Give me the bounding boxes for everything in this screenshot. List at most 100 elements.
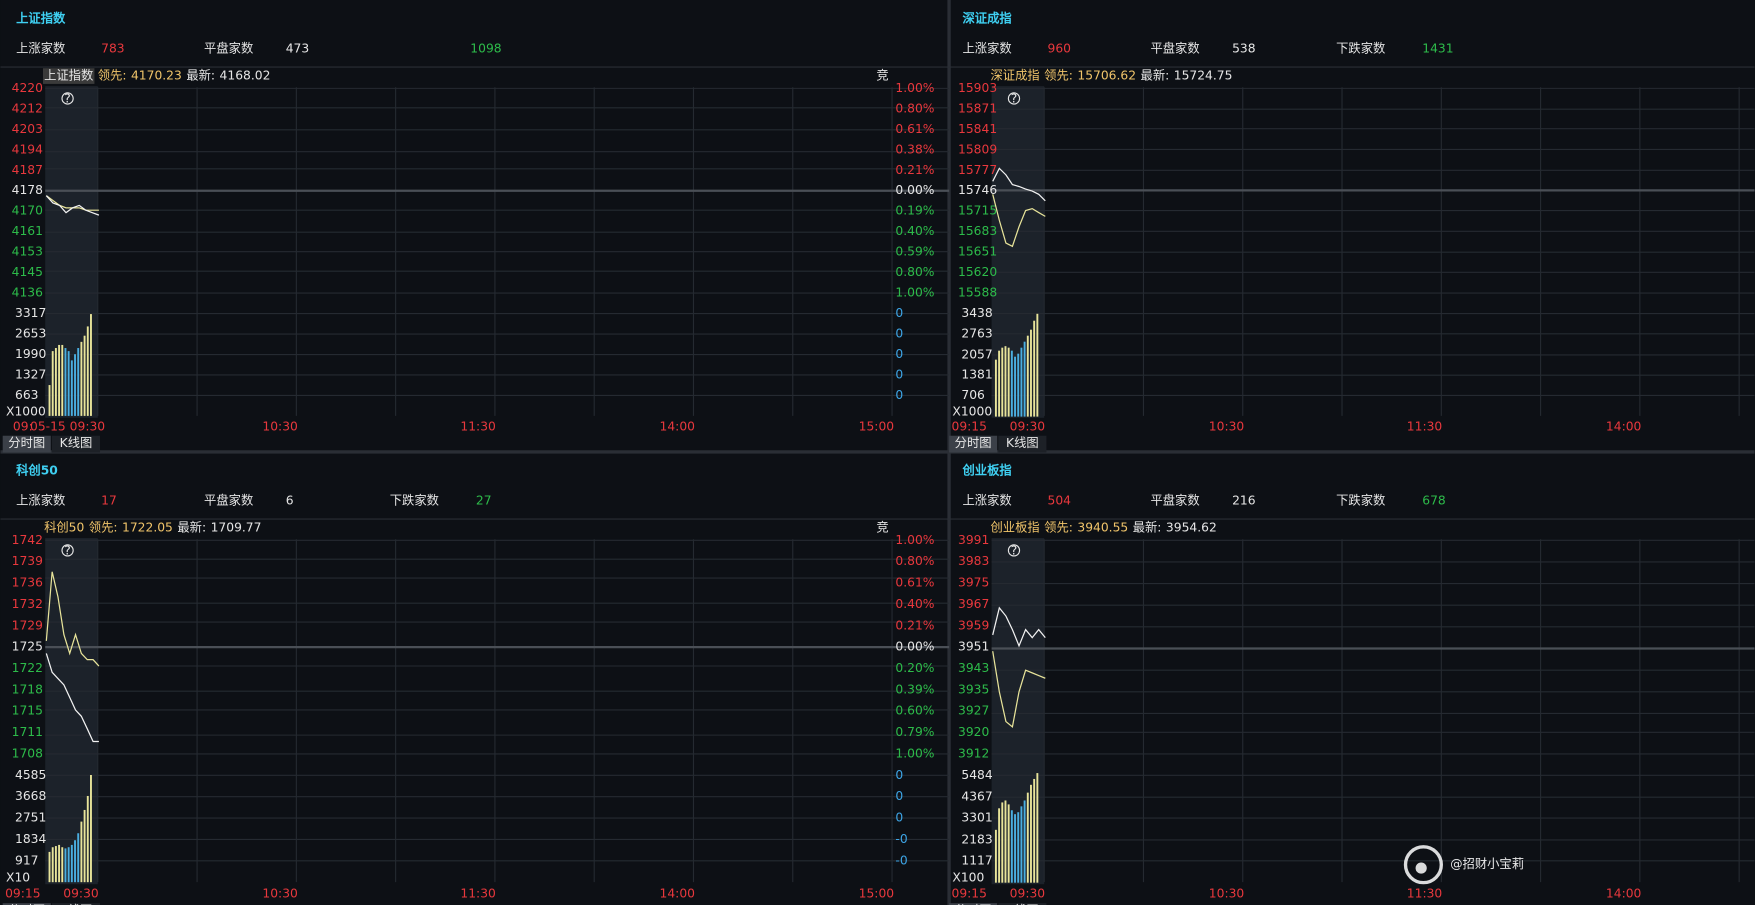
volume-bar [1001, 802, 1004, 883]
price-tick-label: 1715 [12, 704, 43, 718]
price-tick-label: 15871 [958, 101, 997, 115]
volume-bar [86, 795, 89, 883]
stat-label: 平盘家数 [1150, 493, 1199, 508]
pct-tick-label: 0.21% [895, 618, 934, 632]
vol-right-label: -0 [895, 832, 907, 846]
tab[interactable] [51, 903, 101, 905]
pct-tick-label: 0.00% [895, 183, 934, 197]
tab[interactable] [998, 435, 1047, 453]
tab[interactable] [998, 903, 1047, 905]
vol-unit: X1000 [952, 404, 992, 418]
stat-value: 1098 [470, 42, 501, 56]
pct-tick-label: 0.38% [895, 142, 934, 156]
time-label: 10:30 [262, 886, 297, 900]
vol-right-label: 0 [895, 388, 903, 402]
tab[interactable] [949, 903, 998, 905]
price-tick-label: 1736 [12, 576, 43, 590]
tab-label[interactable]: K线图 [60, 904, 93, 905]
panel-title: 深证成指 [963, 11, 1013, 26]
tab-label[interactable]: 分时图 [955, 904, 992, 905]
avg-line [992, 651, 1046, 729]
volume-bar [58, 344, 61, 416]
time-label: 14:00 [1606, 886, 1641, 900]
tab-label[interactable]: K线图 [1006, 436, 1039, 450]
info-lead: 15706.62 [1077, 69, 1136, 83]
volume-bar [70, 360, 73, 416]
volume-bar [998, 808, 1001, 883]
pct-tick-label: 0.61% [895, 576, 934, 590]
price-tick-label: 15683 [958, 224, 997, 238]
tab[interactable] [2, 903, 51, 905]
price-tick-label: 1722 [12, 661, 43, 675]
watermark-icon [1403, 845, 1443, 885]
vol-right-label: 0 [895, 327, 903, 341]
pct-tick-label: 1.00% [895, 286, 934, 300]
stat-value: 504 [1048, 494, 1072, 508]
info-lead-label: 领先: [1044, 69, 1073, 83]
tab-label[interactable]: 分时图 [8, 904, 45, 905]
info-name-box [42, 68, 95, 84]
volume-bar [1036, 313, 1039, 417]
volume-bar [77, 833, 80, 883]
price-tick-label: 15777 [958, 163, 997, 177]
tab-label[interactable]: K线图 [1006, 904, 1039, 905]
time-label: 11:30 [460, 886, 495, 900]
vol-tick-label: 2751 [15, 811, 46, 825]
vol-tick-label: 706 [961, 388, 985, 402]
volume-bar [80, 821, 83, 883]
volume-bar [1007, 347, 1010, 417]
price-tick-label: 4187 [12, 163, 43, 177]
volume-bar [64, 348, 67, 416]
stat-label: 下跌家数 [390, 493, 439, 508]
volume-bar [1033, 320, 1036, 417]
info-lead: 3940.55 [1077, 521, 1128, 535]
price-tick-label: 1732 [12, 597, 43, 611]
tab-label[interactable]: 分时图 [8, 436, 45, 450]
pct-tick-label: 0.60% [895, 704, 934, 718]
vol-tick-label: 1381 [961, 368, 992, 382]
avg-line [992, 194, 1046, 248]
vol-tick-label: 917 [15, 853, 38, 867]
price-tick-label: 15715 [958, 204, 997, 218]
help-icon[interactable] [61, 92, 74, 105]
pct-tick-label: 1.00% [895, 533, 934, 547]
volume-bar [1026, 792, 1029, 883]
time-label: 09: [13, 420, 33, 434]
tab-label[interactable]: 分时图 [955, 436, 992, 450]
info-name: 科创50 [44, 521, 84, 535]
price-tick-label: 15746 [958, 183, 997, 197]
vol-right-label: 0 [895, 811, 903, 825]
pct-tick-label: 0.80% [895, 265, 934, 279]
volume-bar [1007, 804, 1010, 883]
volume-bar [64, 848, 67, 883]
pct-tick-label: 0.80% [895, 554, 934, 568]
time-label: 14:00 [660, 886, 695, 900]
help-icon[interactable] [1007, 92, 1021, 105]
time-label: 10:30 [1209, 420, 1244, 434]
volume-bar [48, 851, 51, 883]
pct-tick-label: 0.00% [895, 640, 934, 654]
info-name: 深证成指 [990, 68, 1039, 83]
vol-tick-label: 3317 [15, 306, 46, 320]
pct-tick-label: 1.00% [895, 81, 934, 95]
pre-open-band [45, 538, 98, 885]
price-tick-label: 3920 [958, 725, 989, 739]
tab[interactable] [2, 435, 51, 453]
stat-label: 下跌家数 [1336, 493, 1385, 508]
help-icon[interactable] [61, 544, 74, 557]
price-tick-label: 3912 [958, 746, 989, 760]
price-line [45, 195, 100, 216]
volume-bar [83, 335, 86, 416]
price-tick-label: 3983 [958, 554, 989, 568]
tab[interactable] [949, 435, 998, 453]
vol-tick-label: 663 [15, 388, 38, 402]
tab[interactable] [51, 435, 101, 453]
volume-bar [48, 385, 51, 416]
price-line [45, 653, 99, 743]
panel-title: 上证指数 [16, 11, 66, 26]
stat-label: 上涨家数 [16, 493, 65, 508]
price-tick-label: 15809 [958, 142, 997, 156]
help-icon[interactable] [1007, 544, 1021, 557]
tab-label[interactable]: K线图 [60, 436, 93, 450]
time-label: 15:00 [859, 886, 894, 900]
